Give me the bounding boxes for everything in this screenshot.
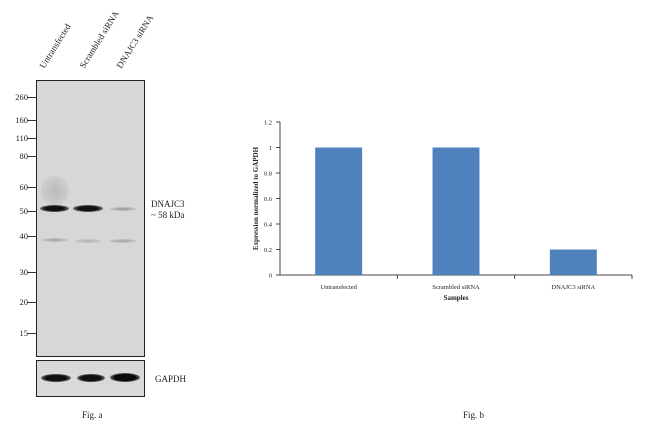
bar-chart-svg: 0 0.2 0.4 0.6 0.8 1 1.2 Untransfected Scrambled … (252, 120, 633, 302)
mw-tick (27, 187, 36, 188)
band-dnajc3-lane3 (110, 207, 136, 211)
y-tick-label: 0.6 (264, 196, 273, 203)
band-nonspecific-lane3 (109, 239, 137, 243)
band-dnajc3-lane1 (40, 205, 69, 212)
band-smear-lane1 (41, 176, 69, 206)
mw-tick (27, 333, 36, 334)
mw-marker-40: 40 (19, 231, 29, 241)
mw-tick (27, 138, 36, 139)
mw-tick (27, 302, 36, 303)
mw-tick (27, 211, 36, 212)
mw-tick (27, 272, 36, 273)
gapdh-blot (36, 360, 145, 397)
band-gapdh-lane2 (77, 374, 105, 382)
bar (315, 147, 363, 275)
mw-marker-80: 80 (19, 151, 29, 161)
mw-marker-30: 30 (19, 267, 29, 277)
x-tick-label: Scrambled siRNA (432, 284, 480, 291)
y-tick-label: 0 (269, 273, 272, 280)
mw-tick (27, 97, 36, 98)
fig-b-caption: Fig. b (463, 410, 485, 420)
bar (549, 249, 597, 275)
mw-marker-110: 110 (15, 133, 28, 143)
band-dnajc3-lane2 (73, 205, 103, 212)
band-gapdh-lane1 (41, 374, 71, 382)
target-name: DNAJC3 (151, 199, 185, 209)
mw-tick (27, 120, 36, 121)
y-tick-label: 0.8 (264, 171, 272, 178)
target-protein-label: DNAJC3 ~ 58 kDa (151, 199, 185, 221)
mw-marker-260: 260 (15, 92, 28, 102)
bar-chart: 0 0.2 0.4 0.6 0.8 1 1.2 Untransfected Scrambled … (240, 110, 640, 320)
y-axis-title: Expression normalized to GAPDH (252, 146, 260, 250)
band-gapdh-lane3 (110, 373, 140, 382)
blot-membrane (36, 80, 145, 357)
lane-label-dnajc3-sirna: DNAJC3 siRNA (114, 13, 156, 71)
y-tick-label: 0.4 (264, 222, 273, 229)
fig-a-caption: Fig. a (82, 410, 103, 420)
x-tick-label: DNAJC3 siRNA (551, 284, 595, 291)
y-tick-label: 0.2 (264, 247, 272, 254)
band-nonspecific-lane1 (41, 238, 69, 242)
lane-label-untransfected: Untransfected (37, 21, 73, 71)
mw-tick (27, 156, 36, 157)
bar (432, 147, 480, 275)
x-tick-label: Untransfected (320, 284, 357, 291)
mw-marker-50: 50 (19, 206, 29, 216)
y-tick-label: 1 (269, 145, 272, 152)
mw-tick (27, 236, 36, 237)
mw-marker-20: 20 (19, 297, 29, 307)
mw-marker-15: 15 (19, 328, 29, 338)
band-nonspecific-lane2 (74, 239, 102, 243)
lane-label-scrambled: Scrambled siRNA (77, 8, 121, 71)
y-tick-label: 1.2 (264, 120, 272, 127)
target-size: ~ 58 kDa (151, 210, 185, 220)
x-axis-title: Samples (444, 294, 469, 302)
gapdh-label: GAPDH (155, 374, 187, 384)
mw-marker-160: 160 (15, 115, 28, 125)
mw-marker-60: 60 (19, 182, 29, 192)
